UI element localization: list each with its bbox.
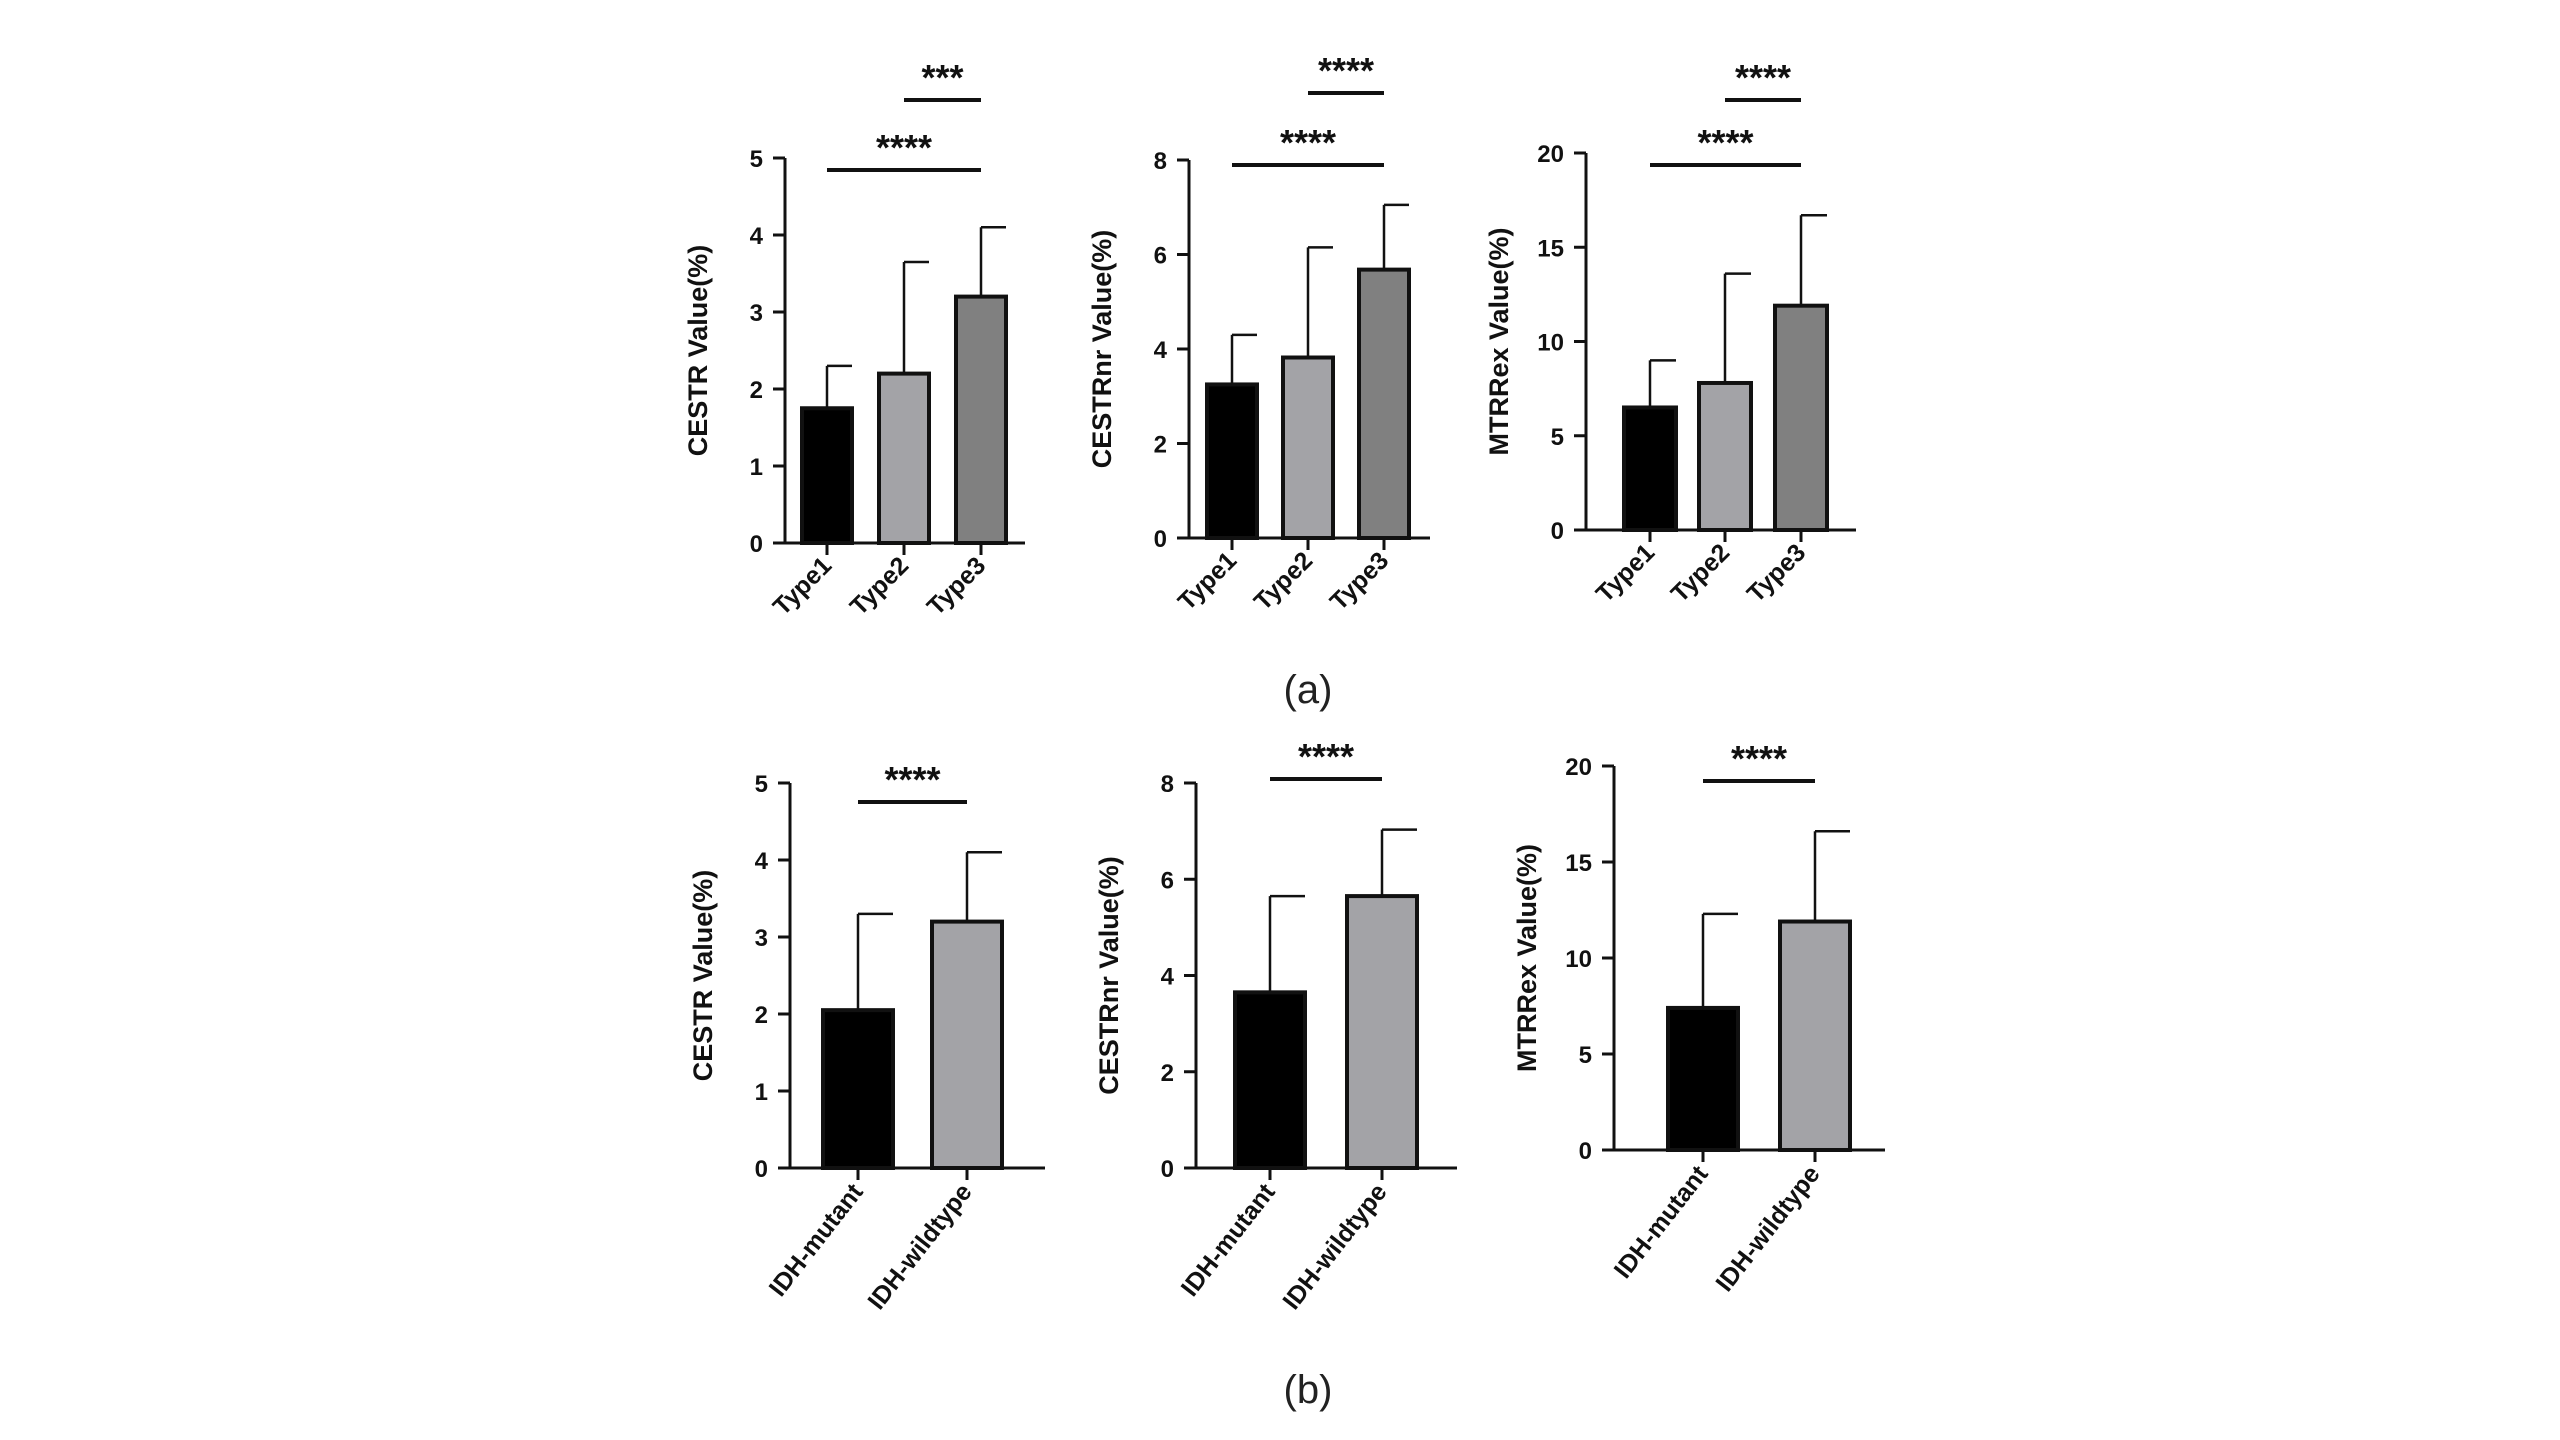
y-axis-title: CESTR Value(%) [683, 245, 713, 457]
significance-label: **** [1318, 50, 1374, 91]
x-tick-label: IDH-mutant [764, 1178, 869, 1302]
significance-label: **** [1735, 57, 1791, 98]
y-tick-label: 8 [1154, 148, 1167, 175]
x-tick-label: Type1 [1173, 546, 1243, 616]
panel-label-a: (a) [1284, 668, 1333, 712]
y-tick-label: 4 [1161, 964, 1175, 991]
y-tick-label: 2 [1154, 432, 1167, 459]
x-tick-label: Type2 [845, 551, 915, 621]
x-tick-label: IDH-mutant [1176, 1178, 1281, 1302]
x-tick-label: IDH-wildtype [1277, 1178, 1392, 1315]
y-tick-label: 0 [1551, 518, 1564, 545]
bar-type3 [1773, 303, 1829, 532]
y-tick-label: 1 [755, 1079, 768, 1106]
bar-type3 [954, 294, 1008, 545]
y-tick-label: 5 [1579, 1042, 1592, 1069]
chart-3: 0 5 10 15 20 MTRRex Value(%) Type1 Type2 Type3 **… [1484, 57, 1856, 608]
bar-idh-mutant [1233, 990, 1307, 1170]
y-tick-label: 8 [1161, 771, 1174, 798]
bar-idh-wildtype [930, 919, 1004, 1170]
bar-idh-mutant [821, 1008, 895, 1171]
y-tick-label: 0 [1161, 1156, 1174, 1183]
bar-idh-wildtype [1345, 894, 1419, 1170]
y-tick-label: 4 [755, 848, 769, 875]
y-tick-label: 0 [750, 531, 763, 558]
bar-type2 [877, 371, 931, 545]
x-tick-label: Type3 [1325, 546, 1395, 616]
y-tick-label: 0 [1579, 1138, 1592, 1165]
y-tick-label: 2 [755, 1002, 768, 1029]
chart-6: 0 5 10 15 20 MTRRex Value(%) IDH-mutantIDH-wil… [1512, 738, 1885, 1297]
significance-label: **** [884, 759, 940, 800]
y-tick-label: 3 [750, 300, 763, 327]
x-tick-label: IDH-wildtype [1710, 1160, 1825, 1297]
x-tick-label: Type2 [1666, 538, 1736, 608]
y-tick-label: 10 [1537, 330, 1564, 357]
significance-label: **** [1697, 122, 1753, 163]
x-tick-label: Type1 [1591, 538, 1661, 608]
y-tick-label: 5 [755, 771, 768, 798]
y-tick-label: 20 [1565, 754, 1592, 781]
significance-label: *** [921, 57, 963, 98]
y-tick-label: 3 [755, 925, 768, 952]
chart-5: 0 2 4 6 8 CESTRnr Value(%) IDH-mutantIDH-wildt… [1094, 736, 1457, 1315]
y-axis-title: MTRRex Value(%) [1512, 844, 1542, 1072]
y-tick-label: 20 [1537, 141, 1564, 168]
significance-label: **** [1298, 736, 1354, 777]
y-axis-title: CESTRnr Value(%) [1094, 856, 1124, 1095]
y-tick-label: 2 [1161, 1060, 1174, 1087]
y-tick-label: 15 [1565, 850, 1592, 877]
bar-idh-mutant [1666, 1005, 1740, 1152]
y-tick-label: 6 [1161, 867, 1174, 894]
chart-2: 0 2 4 6 8 CESTRnr Value(%) Type1 Type2 Type3 ****… [1087, 50, 1430, 616]
bar-type2 [1281, 355, 1335, 540]
y-axis-title: MTRRex Value(%) [1484, 227, 1514, 455]
x-tick-label: IDH-mutant [1609, 1160, 1714, 1284]
panel-label-b: (b) [1284, 1368, 1333, 1412]
y-tick-label: 4 [1154, 337, 1168, 364]
significance-label: **** [1280, 122, 1336, 163]
bar-type1 [1205, 382, 1259, 540]
x-tick-label: Type2 [1249, 546, 1319, 616]
significance-label: **** [876, 127, 932, 168]
y-tick-label: 10 [1565, 946, 1592, 973]
y-tick-label: 4 [750, 223, 764, 250]
x-tick-label: Type3 [1742, 538, 1812, 608]
y-axis-title: CESTR Value(%) [688, 870, 718, 1082]
chart-4: 0 1 2 3 4 5 CESTR Value(%) IDH-mutantIDH-wildty… [688, 759, 1045, 1315]
bar-type1 [800, 406, 854, 545]
y-tick-label: 5 [1551, 424, 1564, 451]
y-tick-label: 0 [755, 1156, 768, 1183]
y-tick-label: 15 [1537, 235, 1564, 262]
y-tick-label: 0 [1154, 526, 1167, 553]
significance-label: **** [1731, 738, 1787, 779]
y-tick-label: 1 [750, 454, 763, 481]
x-tick-label: Type3 [922, 551, 992, 621]
bar-type1 [1622, 405, 1678, 533]
bar-type2 [1697, 380, 1753, 532]
bar-idh-wildtype [1778, 919, 1852, 1153]
y-axis-title: CESTRnr Value(%) [1087, 230, 1117, 469]
y-tick-label: 5 [750, 146, 763, 173]
x-tick-label: Type1 [768, 551, 838, 621]
x-tick-label: IDH-wildtype [862, 1178, 977, 1315]
y-tick-label: 6 [1154, 243, 1167, 270]
bar-type3 [1357, 267, 1411, 540]
y-tick-label: 2 [750, 377, 763, 404]
